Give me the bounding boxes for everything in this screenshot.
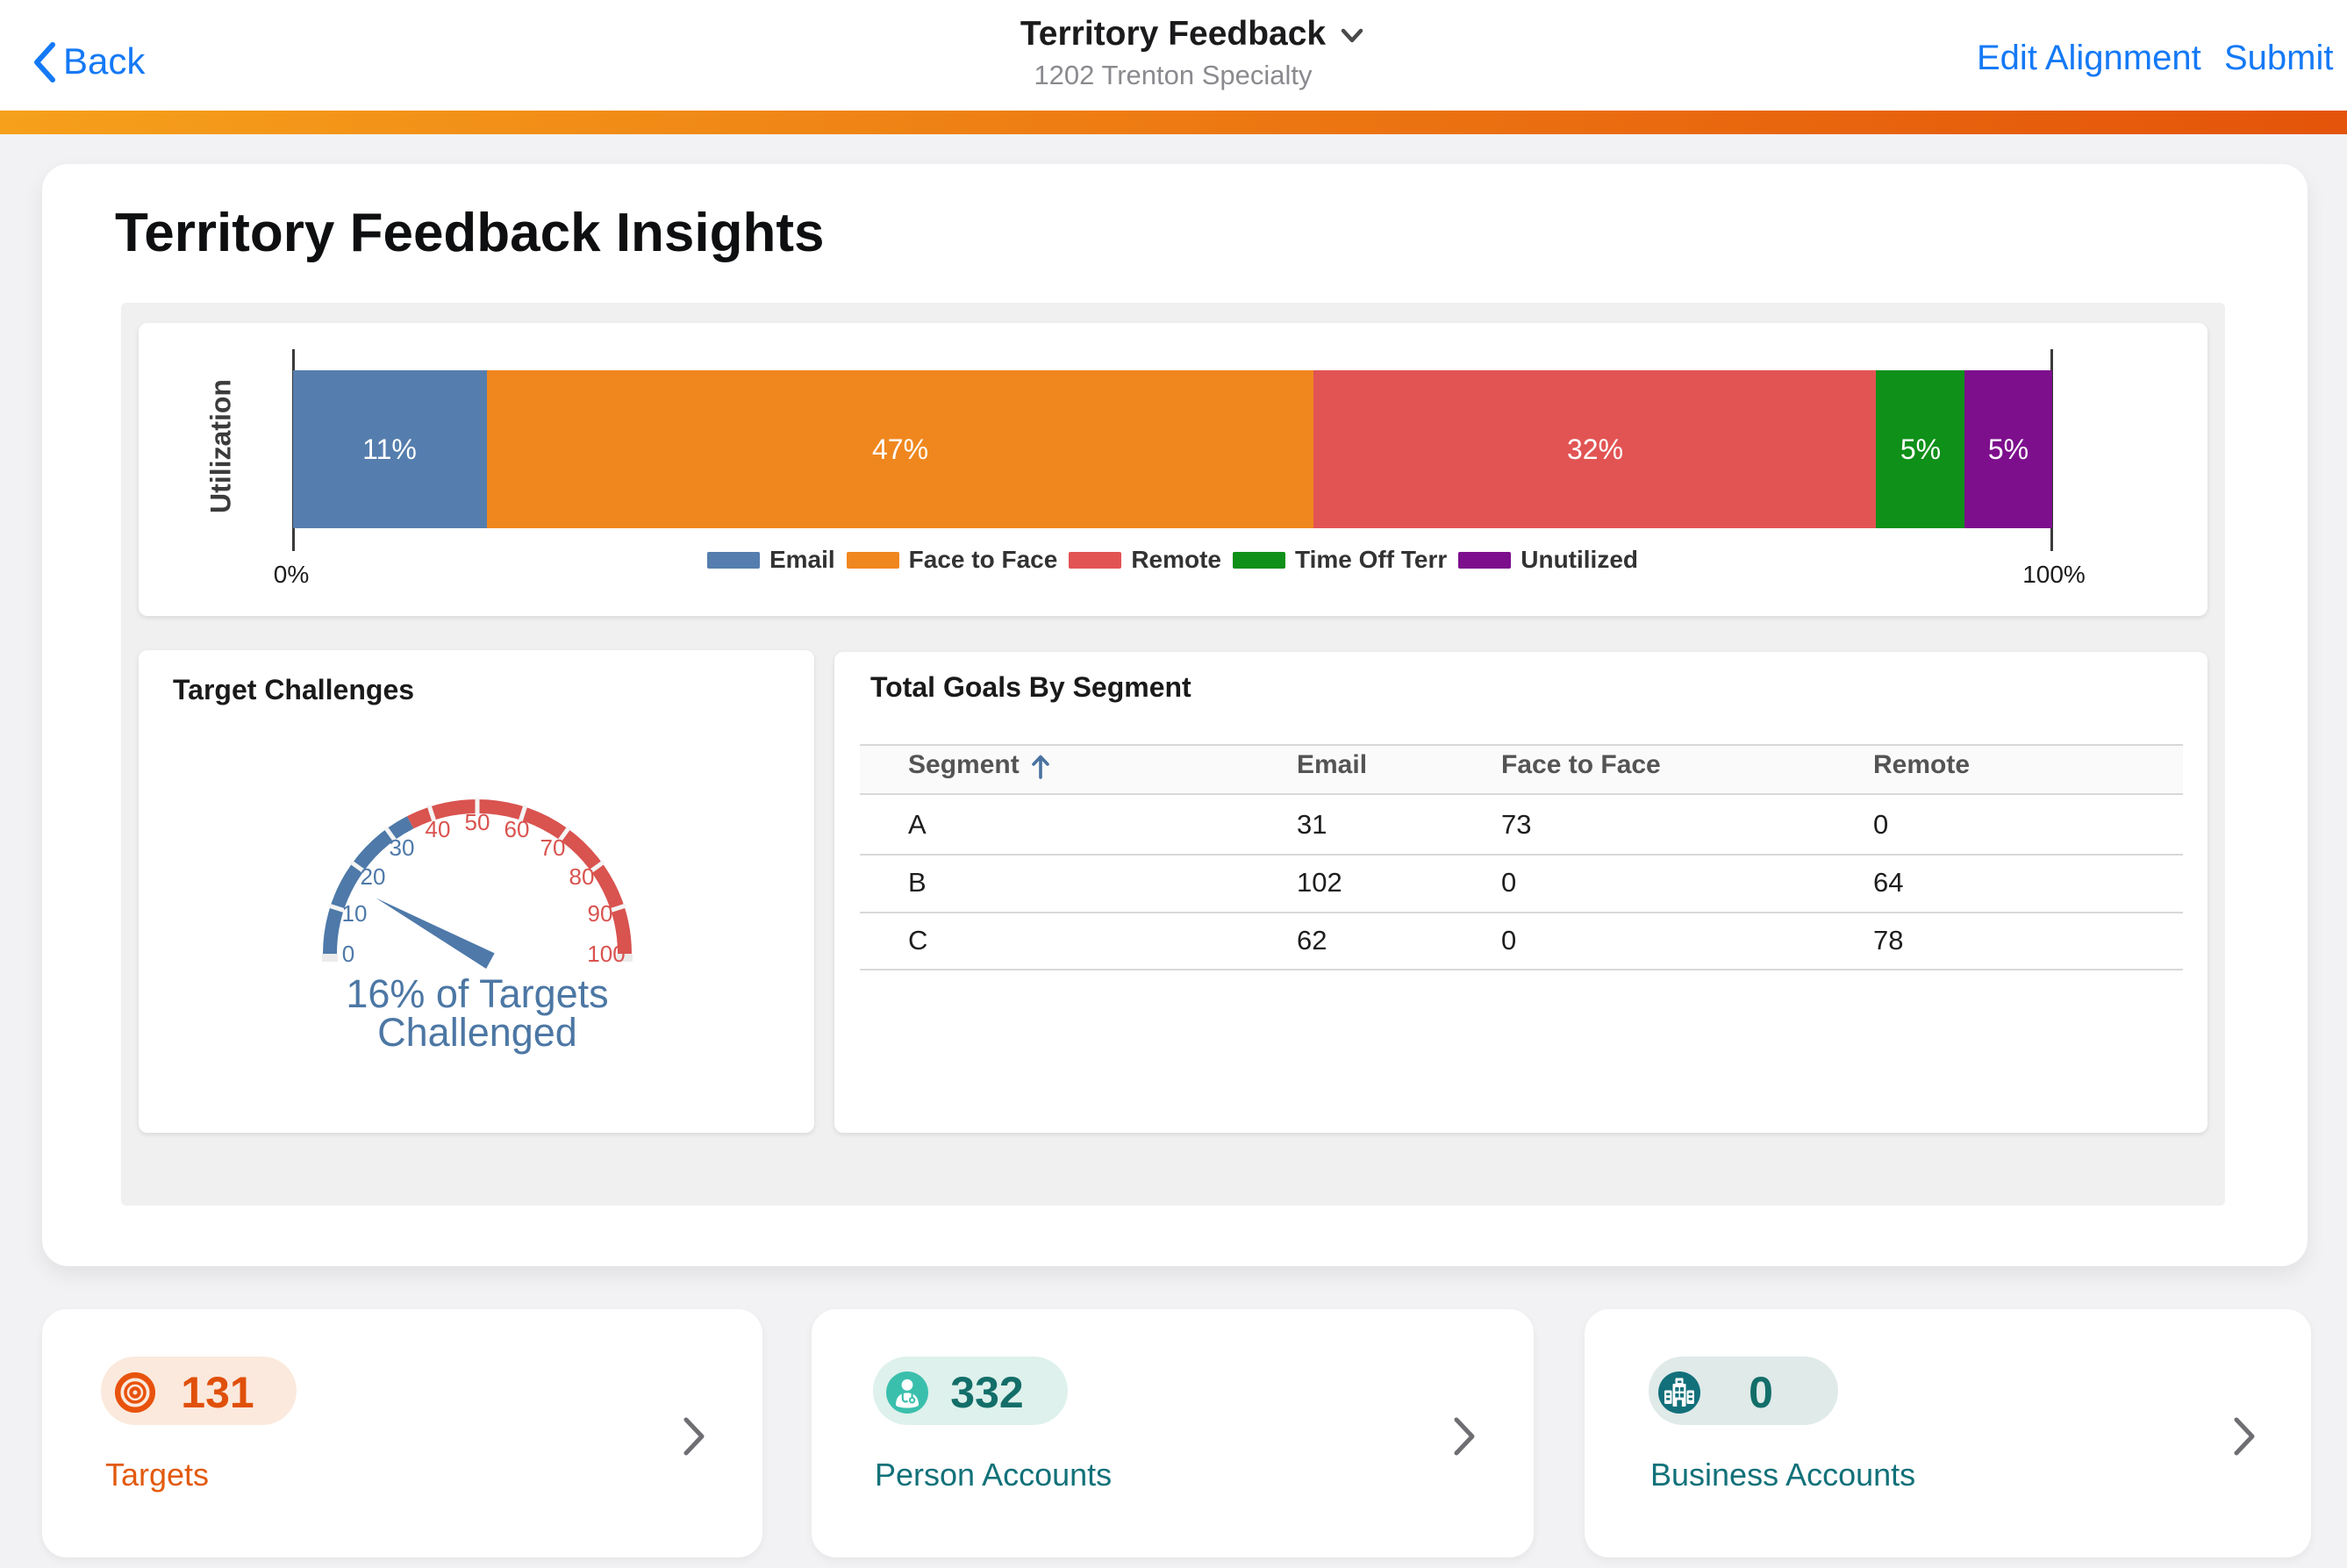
svg-text:20: 20	[361, 863, 386, 890]
svg-text:90: 90	[588, 900, 613, 927]
svg-text:70: 70	[540, 834, 566, 861]
svg-text:10: 10	[342, 900, 368, 927]
svg-text:50: 50	[465, 809, 490, 835]
svg-text:0: 0	[342, 941, 354, 967]
svg-text:40: 40	[426, 816, 451, 842]
svg-text:60: 60	[504, 816, 530, 842]
svg-text:100: 100	[587, 941, 625, 967]
svg-text:Challenged: Challenged	[377, 1010, 577, 1055]
svg-text:16% of Targets: 16% of Targets	[346, 971, 608, 1016]
svg-text:30: 30	[390, 834, 415, 861]
svg-text:80: 80	[569, 863, 595, 890]
